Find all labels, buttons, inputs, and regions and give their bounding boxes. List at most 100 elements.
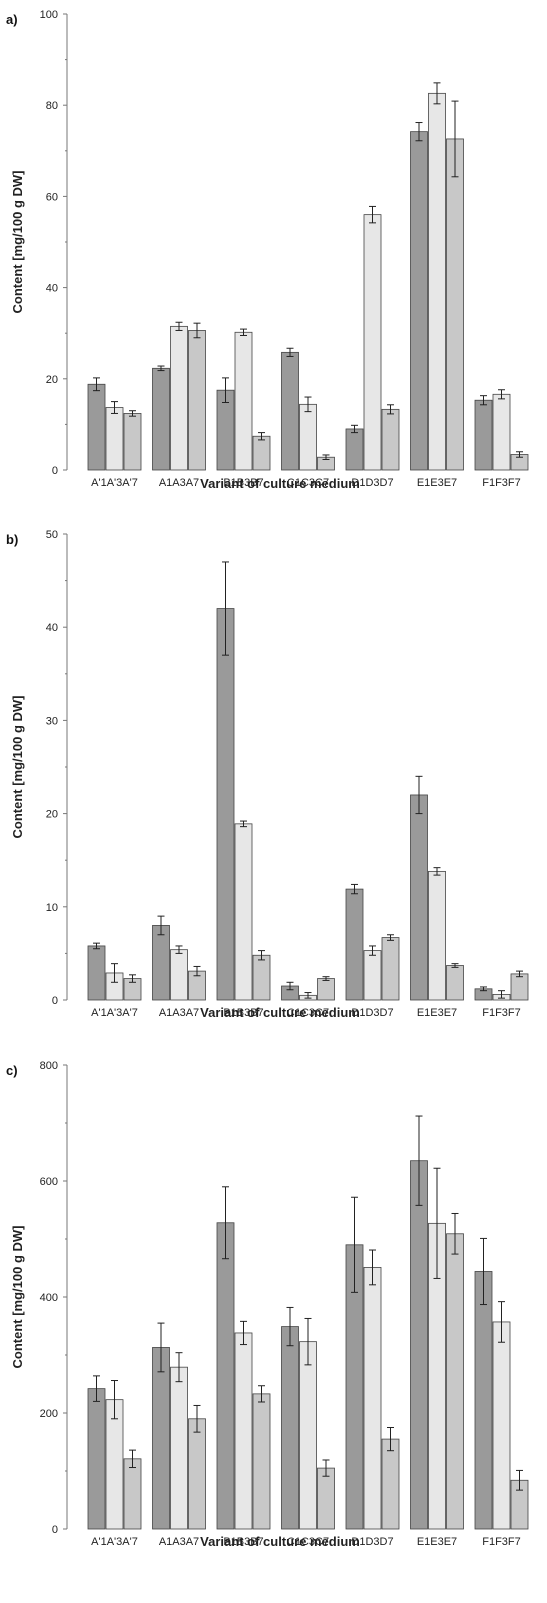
bar-series-3-E1E3E7: [446, 1233, 464, 1530]
bar-series-1-A1A3A7: [152, 925, 170, 1001]
y-tick-label: 10: [46, 902, 58, 914]
x-axis-title: Variant of culture medium: [200, 476, 360, 491]
y-tick-label: 20: [46, 374, 58, 386]
bar-series-1-F1F3F7: [474, 1271, 493, 1530]
bar-series-1-D1D3D7: [345, 888, 364, 1001]
bar-series-3-B1B3B7: [252, 1393, 271, 1530]
x-category-label: F1F3F7: [482, 1007, 521, 1019]
x-category-label: F1F3F7: [482, 477, 521, 489]
x-category-label: E1E3E7: [417, 1536, 457, 1548]
x-category-label: F1F3F7: [482, 1536, 521, 1548]
x-category-label: C1C3C7: [287, 1007, 329, 1019]
bar-series-2-D1D3D7: [363, 950, 382, 1001]
bar-series-1-A'1A'3A'7: [87, 1388, 106, 1530]
panel-label: a): [6, 12, 18, 27]
x-category-label: A'1A'3A'7: [91, 1007, 138, 1019]
bar-series-1-B1B3B7: [216, 1222, 235, 1530]
bar-series-3-A1A3A7: [188, 1418, 206, 1530]
y-tick-label: 200: [40, 1408, 58, 1420]
bar-series-3-E1E3E7: [446, 965, 464, 1001]
bar-series-3-A'1A'3A'7: [123, 413, 142, 471]
y-tick-label: 0: [52, 1524, 58, 1536]
bar-series-1-A1A3A7: [152, 367, 170, 471]
bar-series-2-F1F3F7: [492, 393, 511, 471]
panel-label: b): [6, 532, 18, 547]
bar-series-1-C1C3C7: [281, 1326, 299, 1530]
x-category-label: A'1A'3A'7: [91, 477, 138, 489]
y-tick-label: 60: [46, 191, 58, 203]
bar-series-1-F1F3F7: [474, 399, 493, 471]
y-tick-label: 0: [52, 995, 58, 1007]
y-tick-label: 80: [46, 100, 58, 112]
x-axis-title: Variant of culture medium: [200, 1005, 360, 1020]
bar-series-3-C1C3C7: [317, 1467, 335, 1530]
bar-series-1-E1E3E7: [410, 794, 428, 1001]
x-category-label: D1D3D7: [351, 1007, 393, 1019]
bar-series-2-A1A3A7: [170, 1366, 188, 1530]
y-tick-label: 400: [40, 1292, 58, 1304]
bar-series-3-D1D3D7: [381, 1438, 400, 1530]
bar-series-2-B1B3B7: [234, 823, 253, 1001]
bar-series-3-B1B3B7: [252, 435, 271, 471]
y-axis-title: Content [mg/100 g DW]: [10, 171, 25, 314]
bar-series-2-A1A3A7: [170, 325, 188, 471]
bar-series-2-C1C3C7: [299, 403, 317, 471]
bar-series-2-A'1A'3A'7: [105, 407, 124, 471]
chart-panel-2: b) 0 10 20 30 40 50 Content [mg/100 g DW] A'1A'3…: [6, 529, 529, 1020]
bar-series-2-B1B3B7: [234, 1332, 253, 1530]
bar-series-1-A'1A'3A'7: [87, 383, 106, 471]
x-category-label: D1D3D7: [351, 477, 393, 489]
bar-series-2-D1D3D7: [363, 1267, 382, 1530]
x-category-label: C1C3C7: [287, 477, 329, 489]
x-category-label: E1E3E7: [417, 1007, 457, 1019]
y-axis-title: Content [mg/100 g DW]: [10, 696, 25, 839]
bar-series-3-A'1A'3A'7: [123, 1458, 142, 1530]
bar-series-1-E1E3E7: [410, 1160, 428, 1530]
y-tick-label: 800: [40, 1060, 58, 1072]
bar-series-1-D1D3D7: [345, 428, 364, 471]
y-tick-label: 100: [40, 9, 58, 21]
bar-series-1-C1C3C7: [281, 351, 299, 471]
bar-series-2-C1C3C7: [299, 1341, 317, 1530]
x-category-label: A1A3A7: [159, 477, 199, 489]
x-category-label: B1B3B7: [223, 1536, 263, 1548]
x-category-label: B1B3B7: [223, 1007, 263, 1019]
y-tick-label: 0: [52, 465, 58, 477]
x-category-label: D1D3D7: [351, 1536, 393, 1548]
bar-series-3-D1D3D7: [381, 408, 400, 471]
bar-series-3-E1E3E7: [446, 138, 464, 471]
bar-series-1-A1A3A7: [152, 1347, 170, 1530]
chart-panel-1: a) 0 20 40 60 80 100 Content [mg/100 g DW] A'1A'…: [6, 9, 529, 491]
chart-panel-3: c) 0 200 400 600 800 Content [mg/100 g DW] A'1A…: [6, 1060, 529, 1549]
bar-series-3-D1D3D7: [381, 937, 400, 1001]
bar-series-3-A1A3A7: [188, 330, 206, 471]
y-tick-label: 600: [40, 1176, 58, 1188]
bar-series-2-E1E3E7: [428, 870, 446, 1001]
y-tick-label: 50: [46, 529, 58, 541]
bar-series-1-E1E3E7: [410, 131, 428, 471]
x-axis-title: Variant of culture medium: [200, 1534, 360, 1549]
bar-series-1-B1B3B7: [216, 608, 235, 1001]
y-tick-label: 40: [46, 622, 58, 634]
bar-series-2-E1E3E7: [428, 92, 446, 471]
bar-series-2-D1D3D7: [363, 214, 382, 471]
bar-series-3-F1F3F7: [510, 973, 529, 1001]
bar-series-2-F1F3F7: [492, 1321, 511, 1530]
x-category-label: A1A3A7: [159, 1007, 199, 1019]
y-axis-title: Content [mg/100 g DW]: [10, 1226, 25, 1369]
x-category-label: C1C3C7: [287, 1536, 329, 1548]
x-category-label: A1A3A7: [159, 1536, 199, 1548]
bar-series-3-C1C3C7: [317, 978, 335, 1001]
y-tick-label: 40: [46, 283, 58, 295]
x-category-label: A'1A'3A'7: [91, 1536, 138, 1548]
y-tick-label: 20: [46, 809, 58, 821]
bar-series-3-B1B3B7: [252, 954, 271, 1001]
bar-series-1-A'1A'3A'7: [87, 945, 106, 1001]
x-category-label: E1E3E7: [417, 477, 457, 489]
y-tick-label: 30: [46, 715, 58, 727]
bar-series-2-B1B3B7: [234, 331, 253, 471]
bar-series-2-A1A3A7: [170, 949, 188, 1001]
x-category-label: B1B3B7: [223, 477, 263, 489]
panel-label: c): [6, 1063, 18, 1078]
